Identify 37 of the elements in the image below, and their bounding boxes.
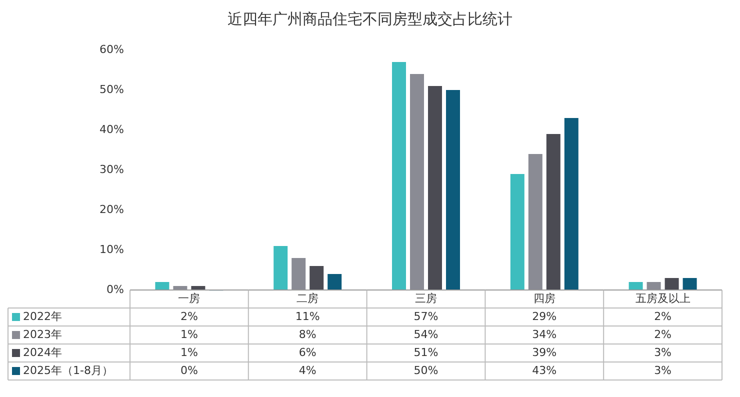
y-tick-label: 20% — [100, 203, 124, 216]
x-tick-label: 五房及以上 — [635, 292, 690, 306]
y-tick-label: 30% — [100, 163, 124, 176]
data-label: 34% — [532, 328, 557, 342]
data-label: 54% — [414, 328, 438, 342]
data-label: 51% — [414, 346, 438, 360]
y-tick-label: 60% — [100, 43, 124, 56]
y-tick-label: 0% — [106, 283, 124, 296]
data-label: 4% — [298, 364, 316, 378]
data-label: 6% — [298, 346, 316, 360]
legend-label: 2022年 — [23, 310, 62, 324]
y-tick-label: 50% — [100, 83, 124, 96]
x-tick-label: 一房 — [178, 292, 200, 306]
data-label: 3% — [654, 364, 672, 378]
data-label: 1% — [180, 346, 198, 360]
data-label: 50% — [414, 364, 438, 378]
legend-label: 2025年（1-8月） — [23, 364, 113, 378]
legend-label: 2024年 — [23, 346, 62, 360]
data-label: 11% — [295, 310, 320, 324]
data-label: 43% — [532, 364, 557, 378]
data-label: 29% — [532, 310, 557, 324]
data-label: 39% — [532, 346, 557, 360]
y-tick-label: 10% — [100, 243, 124, 256]
y-tick-label: 40% — [100, 123, 124, 136]
x-tick-label: 二房 — [296, 292, 319, 306]
data-label: 0% — [180, 364, 198, 378]
chart-title: 近四年广州商品住宅不同房型成交占比统计 — [228, 10, 512, 28]
data-label: 57% — [414, 310, 438, 324]
x-tick-label: 三房 — [415, 292, 437, 306]
data-label: 2% — [180, 310, 198, 324]
data-label: 3% — [654, 346, 672, 360]
x-tick-label: 四房 — [533, 292, 556, 306]
data-label: 8% — [298, 328, 316, 342]
data-label: 1% — [180, 328, 198, 342]
legend-label: 2023年 — [23, 328, 62, 342]
data-label: 2% — [654, 310, 672, 324]
data-label: 2% — [654, 328, 672, 342]
